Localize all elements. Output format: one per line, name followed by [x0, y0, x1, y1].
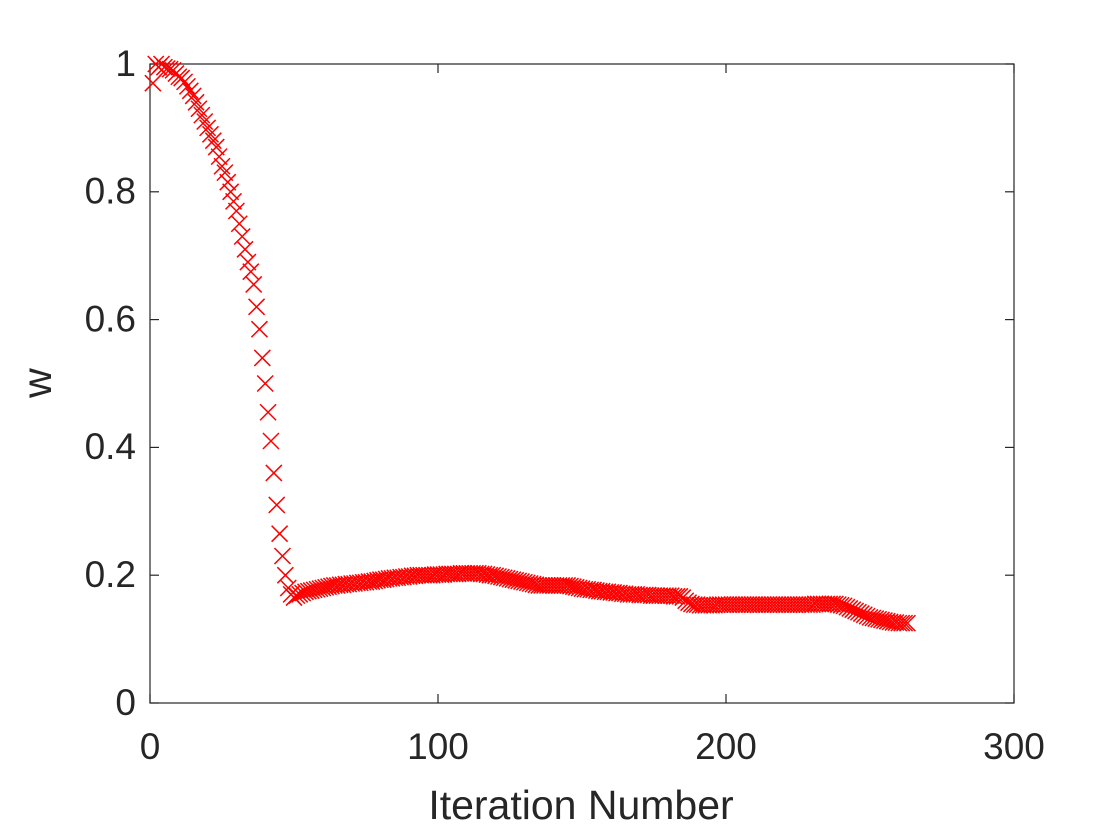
x-tick-label: 100 [407, 726, 469, 767]
marker [224, 192, 243, 210]
marker [210, 148, 228, 166]
marker [196, 112, 214, 131]
marker [187, 93, 205, 111]
marker [178, 77, 196, 95]
y-tick-label: 0.8 [85, 171, 136, 212]
marker [216, 164, 234, 182]
y-tick-label: 1 [115, 43, 136, 84]
marker [835, 597, 853, 615]
marker [222, 183, 240, 201]
y-axis-label: w [14, 368, 60, 399]
marker [890, 614, 908, 632]
plot-box [149, 63, 1015, 704]
markers [144, 55, 916, 632]
marker [230, 215, 248, 233]
marker [838, 598, 856, 616]
marker [844, 601, 862, 619]
x-tick-label: 300 [983, 726, 1045, 767]
marker [248, 298, 266, 316]
marker [320, 578, 338, 596]
marker [144, 74, 162, 92]
y-tick-label: 0.4 [85, 426, 136, 467]
marker [253, 349, 271, 367]
marker [570, 579, 588, 597]
marker [213, 157, 231, 175]
marker [849, 603, 868, 621]
y-tick-label: 0.6 [85, 298, 136, 339]
marker [268, 496, 286, 514]
marker [233, 227, 251, 246]
marker [276, 566, 294, 584]
marker [236, 240, 254, 258]
marker [832, 596, 850, 614]
marker [199, 119, 217, 137]
marker [265, 464, 283, 482]
marker [184, 87, 202, 105]
marker [662, 587, 680, 605]
y-tick-label: 0 [115, 682, 136, 723]
marker [190, 100, 208, 118]
marker [239, 253, 257, 271]
marker [847, 602, 865, 620]
marker [207, 138, 225, 156]
x-tick-label: 0 [140, 726, 161, 767]
marker [855, 606, 873, 624]
marker [245, 275, 263, 293]
marker [158, 59, 176, 78]
marker [193, 106, 211, 124]
marker [250, 320, 268, 338]
marker [155, 58, 173, 76]
marker [273, 547, 292, 565]
y-tick-label: 0.2 [85, 554, 136, 595]
marker [181, 82, 199, 100]
marker [227, 202, 245, 220]
marker [893, 614, 911, 632]
marker [219, 173, 237, 191]
marker [256, 374, 274, 393]
marker [841, 599, 859, 617]
marker [201, 125, 220, 143]
marker [259, 403, 277, 421]
marker [878, 612, 896, 630]
marker [852, 605, 870, 623]
marker [204, 132, 222, 150]
marker [668, 587, 686, 605]
marker [896, 614, 914, 632]
x-tick-label: 200 [695, 726, 757, 767]
x-axis-label: Iteration Number [428, 782, 733, 828]
marker [291, 585, 309, 603]
marker [898, 614, 916, 632]
marker [288, 587, 306, 605]
marker [262, 432, 280, 450]
marker [242, 263, 260, 281]
marker [176, 73, 194, 91]
marker [271, 525, 289, 543]
